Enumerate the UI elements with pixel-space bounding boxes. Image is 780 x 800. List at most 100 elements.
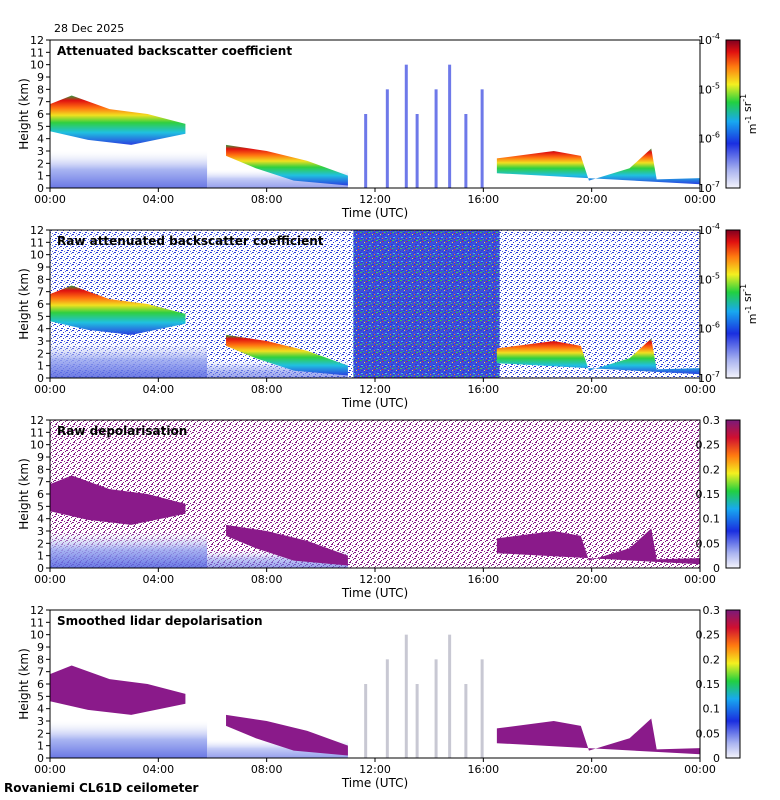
y-tick-label: 0 xyxy=(37,752,44,765)
panel-title: Attenuated backscatter coefficient xyxy=(57,44,292,58)
cloud-layer-low xyxy=(496,718,700,755)
colorbar-tick-label: 0.3 xyxy=(703,414,721,427)
y-tick-label: 9 xyxy=(37,641,44,654)
signal-streak xyxy=(364,684,368,758)
colorbar-tick-label: 10-6 xyxy=(698,131,720,146)
signal-streak xyxy=(364,114,368,188)
y-tick-label: 3 xyxy=(37,335,44,348)
x-tick-label: 00:00 xyxy=(34,383,66,396)
y-tick-label: 7 xyxy=(37,286,44,299)
x-tick-label: 12:00 xyxy=(359,573,391,586)
y-tick-label: 0 xyxy=(37,562,44,575)
signal-streak xyxy=(415,684,419,758)
signal-streak xyxy=(404,634,408,758)
x-axis-label: Time (UTC) xyxy=(341,776,408,790)
y-tick-label: 7 xyxy=(37,476,44,489)
colorbar-tick-label: 0.05 xyxy=(696,727,721,740)
y-tick-label: 1 xyxy=(37,170,44,183)
x-tick-label: 16:00 xyxy=(467,573,499,586)
colorbar xyxy=(725,419,741,569)
colorbar-tick-label: 0.2 xyxy=(703,463,721,476)
y-tick-label: 6 xyxy=(37,488,44,501)
x-tick-label: 20:00 xyxy=(576,383,608,396)
x-tick-label: 16:00 xyxy=(467,193,499,206)
y-tick-label: 3 xyxy=(37,145,44,158)
colorbar-tick-label: 10-5 xyxy=(698,271,720,286)
cloud-layer-descending xyxy=(226,714,348,756)
x-tick-label: 20:00 xyxy=(576,193,608,206)
colorbar xyxy=(725,609,741,759)
y-tick-label: 12 xyxy=(30,34,44,47)
colorbar-tick-label: 0.05 xyxy=(696,537,721,550)
y-tick-label: 8 xyxy=(37,273,44,286)
y-tick-label: 2 xyxy=(37,727,44,740)
x-tick-label: 00:00 xyxy=(684,193,716,206)
colorbar-tick-label: 0.1 xyxy=(703,703,721,716)
x-tick-label: 16:00 xyxy=(467,763,499,776)
x-tick-label: 00:00 xyxy=(34,763,66,776)
x-tick-label: 08:00 xyxy=(251,193,283,206)
y-tick-label: 4 xyxy=(37,323,44,336)
y-tick-label: 7 xyxy=(37,96,44,109)
y-tick-label: 2 xyxy=(37,157,44,170)
colorbar xyxy=(725,229,741,379)
colorbar-unit-label: m-1 sr-1 xyxy=(739,284,759,324)
y-axis-label: Height (km) xyxy=(17,458,31,529)
x-tick-label: 20:00 xyxy=(576,763,608,776)
x-tick-label: 12:00 xyxy=(359,763,391,776)
y-tick-label: 6 xyxy=(37,678,44,691)
instrument-label: Rovaniemi CL61D ceilometer xyxy=(4,781,199,795)
signal-streak xyxy=(448,64,452,188)
cloud-layer-descending xyxy=(226,334,348,376)
x-tick-label: 12:00 xyxy=(359,383,391,396)
y-tick-label: 8 xyxy=(37,653,44,666)
y-tick-label: 5 xyxy=(37,310,44,323)
colorbar-tick-label: 0.25 xyxy=(696,439,721,452)
y-tick-label: 9 xyxy=(37,451,44,464)
y-tick-label: 1 xyxy=(37,360,44,373)
y-tick-label: 4 xyxy=(37,133,44,146)
colorbar-tick-label: 0.25 xyxy=(696,629,721,642)
date-label: 28 Dec 2025 xyxy=(54,22,125,35)
x-tick-label: 12:00 xyxy=(359,193,391,206)
colorbar-tick-label: 10-4 xyxy=(698,32,720,47)
y-tick-label: 12 xyxy=(30,604,44,617)
y-tick-label: 11 xyxy=(30,426,44,439)
colorbar-tick-label: 0.1 xyxy=(703,513,721,526)
haze-layer xyxy=(50,151,208,188)
x-tick-label: 00:00 xyxy=(684,383,716,396)
colorbar-tick-label: 0.2 xyxy=(703,653,721,666)
x-tick-label: 00:00 xyxy=(684,763,716,776)
colorbar-tick-label: 0 xyxy=(713,752,720,765)
y-tick-label: 3 xyxy=(37,525,44,538)
y-axis-label: Height (km) xyxy=(17,268,31,339)
x-tick-label: 00:00 xyxy=(34,193,66,206)
x-tick-label: 08:00 xyxy=(251,573,283,586)
colorbar-tick-label: 0 xyxy=(713,562,720,575)
x-axis-label: Time (UTC) xyxy=(341,206,408,220)
panel-1: Attenuated backscatter coefficient012345… xyxy=(17,32,759,220)
y-tick-label: 7 xyxy=(37,666,44,679)
y-tick-label: 12 xyxy=(30,224,44,237)
y-tick-label: 0 xyxy=(37,372,44,385)
y-tick-label: 9 xyxy=(37,71,44,84)
cloud-layer-descending xyxy=(226,144,348,186)
signal-streak xyxy=(434,89,438,188)
colorbar-tick-label: 10-7 xyxy=(698,180,720,195)
colorbar-tick-label: 10-6 xyxy=(698,321,720,336)
y-tick-label: 10 xyxy=(30,249,44,262)
cloud-layer-upper xyxy=(50,95,186,145)
y-axis-label: Height (km) xyxy=(17,78,31,149)
signal-streak xyxy=(464,684,468,758)
y-tick-label: 6 xyxy=(37,298,44,311)
x-tick-label: 16:00 xyxy=(467,383,499,396)
cloud-layer-low xyxy=(496,338,700,375)
y-tick-label: 8 xyxy=(37,463,44,476)
signal-streak xyxy=(404,64,408,188)
panel-title: Smoothed lidar depolarisation xyxy=(57,614,263,628)
x-tick-label: 08:00 xyxy=(251,763,283,776)
y-tick-label: 11 xyxy=(30,616,44,629)
panel-2: Raw attenuated backscatter coefficient01… xyxy=(17,222,759,410)
y-tick-label: 1 xyxy=(37,550,44,563)
